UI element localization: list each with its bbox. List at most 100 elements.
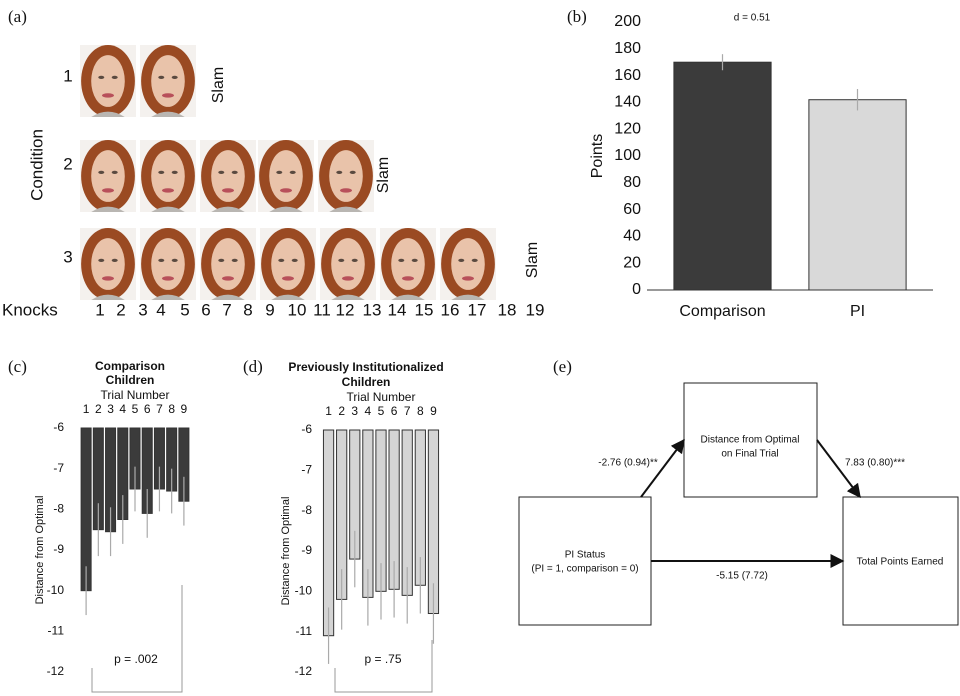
shirt [391,294,425,300]
eye [278,258,285,262]
x-axis-label: Trial Number [347,390,416,404]
face [380,228,436,300]
y-tick-label: 140 [614,94,641,111]
eye [218,170,225,174]
shirt [211,206,245,212]
row-label: 2 [63,154,72,173]
x-tick-label: 5 [378,404,385,418]
y-tick-label: 160 [614,67,641,84]
knock-number: 8 [243,300,252,319]
knock-number: 13 [363,300,382,319]
eye [171,170,178,174]
bar [322,429,335,637]
skin [91,150,125,202]
face [260,228,316,300]
eye [111,258,118,262]
skin [151,238,185,290]
x-tick-label: 9 [181,402,188,416]
y-tick-label: 20 [623,254,641,271]
lips [102,93,114,98]
x-tick-label: 8 [168,402,175,416]
y-axis-label: Points [589,134,606,178]
node-box [842,496,959,626]
knock-number: 17 [468,300,487,319]
knock-number: 9 [265,300,274,319]
panel-label: (d) [243,357,263,376]
knock-number: 16 [441,300,460,319]
x-axis-label: Trial Number [101,388,170,402]
shirt [91,294,125,300]
y-tick-label: 120 [614,120,641,137]
eye [171,75,178,79]
shirt [451,294,485,300]
y-tick-label: -11 [48,624,65,638]
knock-number: 3 [138,300,147,319]
lips [282,276,294,281]
node-text: (PI = 1, comparison = 0) [531,564,638,575]
slam-label: Slam [210,67,227,103]
knock-number: 5 [180,300,189,319]
y-tick-label: -7 [53,461,64,475]
eye [291,258,298,262]
face [258,140,314,212]
skin [211,238,245,290]
knock-number: 19 [526,300,545,319]
eye [336,170,343,174]
chart-title: Comparison [95,359,165,373]
eye [158,170,165,174]
x-tick-label: 1 [325,404,332,418]
node-text: on Final Trial [721,449,778,460]
knock-number: 11 [313,300,331,319]
y-tick-label: 40 [623,228,641,245]
x-tick-label: 9 [430,404,437,418]
y-tick-label: 180 [614,40,641,57]
y-tick-label: -11 [296,624,313,638]
y-tick-label: 0 [632,281,641,298]
y-tick-label: -9 [53,542,64,556]
slam-label: Slam [375,157,392,193]
panel-label: (a) [8,7,27,26]
chart-title: Children [342,375,391,389]
x-tick-label: 1 [83,402,90,416]
skin [329,150,363,202]
lips [462,276,474,281]
face [140,45,196,117]
face [440,228,496,300]
node-text: Distance from Optimal [701,435,800,446]
x-tick-label: 7 [156,402,163,416]
annotation: p = .75 [364,652,401,666]
shirt [151,111,185,117]
shirt [271,294,305,300]
y-tick-label: 80 [623,174,641,191]
y-tick-label: -8 [301,503,312,517]
eye [289,170,296,174]
y-axis-label: Distance from Optimal [34,496,46,605]
skin [391,238,425,290]
x-tick-label: PI [850,303,865,320]
skin [331,238,365,290]
face [318,140,374,212]
arrow [640,438,685,498]
x-tick-label: 5 [132,402,139,416]
face [80,228,136,300]
eye [471,258,478,262]
skin [151,55,185,107]
lips [342,276,354,281]
skin [211,150,245,202]
chart-title: Previously Institutionalized [288,360,443,374]
x-tick-label: 2 [338,404,345,418]
skin [269,150,303,202]
node-text: Total Points Earned [857,557,944,568]
edge-label: -5.15 (7.72) [716,571,768,582]
x-tick-label: 8 [417,404,424,418]
y-axis-label: Condition [27,129,46,201]
panel-label: (b) [567,7,587,26]
knock-number: 4 [156,300,165,319]
face [80,140,136,212]
shirt [329,206,363,212]
eye [349,170,356,174]
knock-number: 10 [288,300,307,319]
eye [171,258,178,262]
